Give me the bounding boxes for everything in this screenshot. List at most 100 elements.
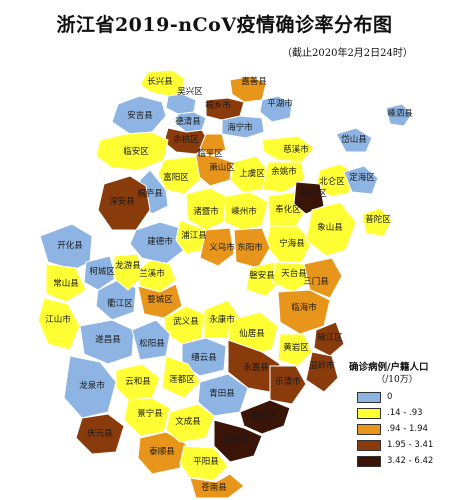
region-label: 苍南县 [201, 482, 227, 493]
region-12 [261, 161, 305, 193]
region-label: 海宁市 [227, 122, 253, 133]
region-66 [385, 103, 413, 127]
region-label: 上虞区 [239, 168, 265, 179]
region-32 [137, 283, 183, 319]
region-label: 常山县 [53, 278, 79, 289]
region-17 [97, 175, 151, 231]
region-label: 泰顺县 [149, 446, 175, 457]
region-label: 象山县 [317, 222, 343, 233]
legend-row: 1.95 - 3.41 [357, 440, 447, 452]
legend-swatch [357, 392, 381, 403]
regions-layer [37, 69, 413, 499]
region-45 [37, 297, 81, 351]
map-subtitle: （截止2020年2月2日24时） [282, 48, 413, 59]
region-label: 武义县 [173, 316, 199, 327]
region-label: 鄞州区 [301, 188, 327, 199]
region-label: 永嘉县 [243, 362, 269, 373]
region-59 [213, 419, 263, 463]
region-label: 富阳区 [163, 172, 189, 183]
legend-row: 0 [357, 392, 447, 404]
region-38 [271, 261, 311, 293]
region-label: 平阳县 [193, 457, 219, 467]
region-label: 萧山区 [209, 162, 235, 173]
region-40 [277, 289, 331, 335]
region-label: 北仑区 [319, 176, 345, 187]
region-31 [113, 253, 143, 291]
legend-swatch [357, 456, 381, 467]
region-label: 兰溪市 [139, 268, 165, 279]
region-4 [111, 95, 167, 135]
region-label: 衢江区 [107, 298, 133, 309]
region-label: 仙居县 [239, 328, 265, 339]
region-label: 余杭区 [173, 134, 199, 145]
region-label: 嵊泗县 [387, 108, 413, 119]
region-42 [313, 321, 345, 357]
region-33 [199, 227, 235, 267]
region-label: 天台县 [281, 268, 307, 279]
region-57 [137, 431, 187, 475]
region-label: 奉化区 [275, 204, 301, 215]
region-67 [175, 111, 207, 133]
region-49 [161, 355, 201, 399]
region-label: 平湖市 [267, 98, 293, 109]
region-47 [131, 319, 171, 361]
legend-label: 3.42 - 6.42 [387, 456, 434, 466]
region-25 [175, 219, 207, 255]
region-label: 婺城区 [147, 294, 173, 305]
legend-label: 1.95 - 3.41 [387, 440, 434, 450]
region-58 [165, 403, 215, 443]
region-label: 鹿城区 [251, 410, 277, 421]
region-label: 黄岩区 [283, 342, 309, 353]
legend-row: .94 - 1.94 [357, 424, 447, 436]
region-label: 定海区 [349, 172, 375, 183]
legend-swatch [357, 440, 381, 451]
region-label: 慈溪市 [283, 144, 309, 155]
region-label: 德清县 [175, 116, 201, 127]
region-label: 宁海县 [279, 238, 305, 249]
region-label: 瑞安市 [223, 434, 249, 445]
region-61 [189, 473, 245, 499]
region-label: 嘉善县 [241, 76, 267, 87]
region-label: 建德市 [147, 236, 173, 247]
region-23 [305, 201, 357, 257]
region-label: 长兴县 [147, 76, 173, 87]
region-65 [343, 165, 379, 195]
region-34 [233, 227, 271, 269]
region-label: 遂昌县 [95, 334, 121, 345]
region-24 [129, 221, 185, 265]
region-label: 临海市 [291, 302, 317, 313]
region-8 [199, 133, 227, 157]
region-label: 安吉县 [127, 110, 153, 121]
legend-unit: （/10万） [376, 375, 418, 385]
region-label: 三门县 [303, 276, 329, 287]
region-43 [277, 333, 313, 367]
region-label: 龙泉市 [79, 380, 105, 391]
region-label: 龙游县 [115, 260, 141, 271]
region-39 [303, 257, 343, 299]
region-44 [305, 351, 339, 393]
region-3 [259, 95, 293, 123]
region-19 [223, 191, 269, 231]
region-label: 柯城区 [89, 266, 115, 277]
region-label: 永康市 [209, 314, 235, 325]
region-28 [45, 263, 87, 303]
region-label: 云和县 [125, 377, 151, 387]
region-label: 嵊州市 [231, 206, 257, 217]
region-label: 余姚市 [271, 166, 297, 177]
region-label: 江山市 [45, 314, 71, 325]
region-1 [165, 93, 197, 115]
region-label: 普陀区 [365, 214, 391, 225]
region-label: 义乌市 [209, 242, 235, 253]
region-56 [75, 413, 125, 455]
region-label: 缙云县 [191, 352, 217, 363]
region-label: 椒江区 [317, 332, 343, 343]
region-label: 青田县 [209, 388, 235, 399]
region-label: 温岭市 [309, 360, 335, 371]
legend-label: 0 [387, 392, 393, 402]
region-label: 磐安县 [249, 270, 275, 281]
region-label: 诸暨市 [193, 206, 219, 217]
legend-label: .94 - 1.94 [387, 424, 428, 434]
map-title: 浙江省2019-nCoV疫情确诊率分布图 [56, 14, 393, 36]
